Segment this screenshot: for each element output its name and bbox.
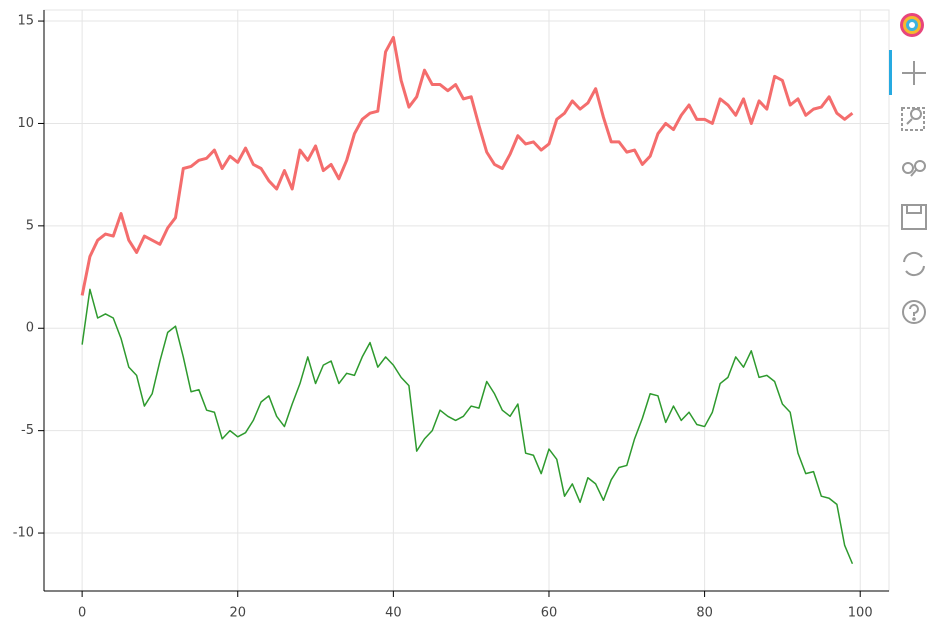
y-tick-label: 15 [17, 14, 34, 29]
line-series [80, 35, 854, 296]
x-tick-label: 80 [696, 606, 713, 621]
save-tool[interactable] [901, 204, 927, 230]
x-tick-label: 60 [541, 606, 558, 621]
x-tick-label: 100 [848, 606, 873, 621]
x-tick-label: 0 [78, 606, 86, 621]
x-tick-label: 20 [229, 606, 246, 621]
toolbar [889, 13, 927, 324]
wheel-zoom-tool[interactable] [902, 160, 926, 177]
y-tick-label: -10 [13, 526, 34, 541]
pan-tool[interactable] [902, 61, 926, 85]
y-tick-label: 0 [26, 321, 34, 336]
help-tool[interactable] [902, 300, 926, 324]
y-tick-label: -5 [21, 423, 34, 438]
x-tick-label: 40 [385, 606, 402, 621]
box-zoom-tool[interactable] [901, 107, 925, 131]
line-series [81, 288, 854, 565]
active-tool-indicator [889, 50, 892, 95]
y-tick-label: 10 [17, 116, 34, 131]
bokeh-logo[interactable] [900, 13, 924, 37]
reset-tool[interactable] [903, 251, 925, 277]
y-tick-label: 5 [26, 218, 34, 233]
